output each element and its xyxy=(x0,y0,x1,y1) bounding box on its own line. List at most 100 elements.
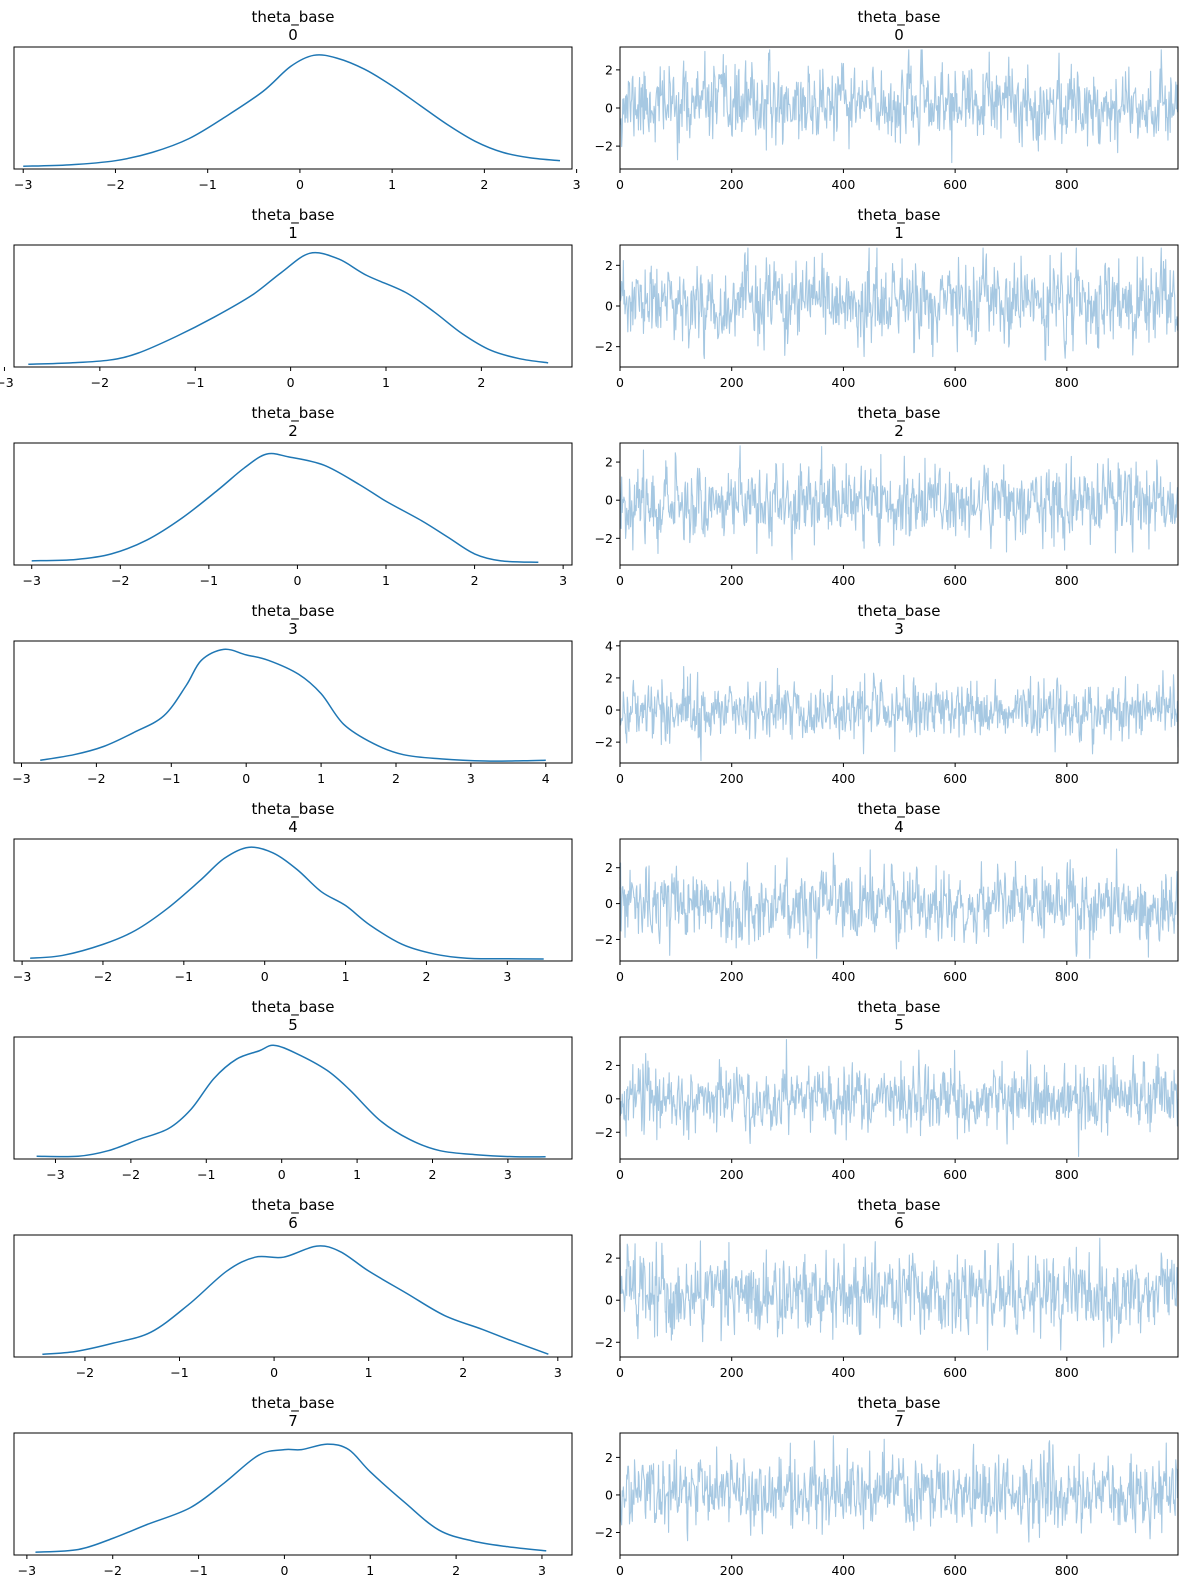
trace-xtick-label: 400 xyxy=(831,177,855,192)
trace-xtick-label: 200 xyxy=(720,573,744,588)
trace-xtick-label: 600 xyxy=(943,375,967,390)
trace-ytick-label: 2 xyxy=(605,670,613,685)
kde-xtick-label: −2 xyxy=(91,375,109,390)
trace-title-variable: theta_base xyxy=(858,206,941,225)
trace-title-index: 4 xyxy=(894,818,904,836)
kde-xtick-label: −3 xyxy=(0,375,14,390)
trace-title-variable: theta_base xyxy=(858,998,941,1017)
kde-xtick-label: 3 xyxy=(467,771,475,786)
trace-line xyxy=(619,247,1179,361)
trace-ytick-label: 2 xyxy=(605,1251,613,1266)
kde-title-index: 1 xyxy=(288,224,298,242)
kde-title-variable: theta_base xyxy=(252,800,335,819)
trace-xtick-label: 200 xyxy=(720,375,744,390)
trace-ytick-label: 0 xyxy=(605,101,613,116)
trace-line xyxy=(619,445,1179,561)
trace-ytick-label: 0 xyxy=(605,1091,613,1106)
trace-title-index: 5 xyxy=(894,1016,904,1034)
trace-xtick-label: 400 xyxy=(831,573,855,588)
trace-title-index: 1 xyxy=(894,224,904,242)
kde-xtick-label: 0 xyxy=(261,969,269,984)
trace-title-variable: theta_base xyxy=(858,404,941,423)
kde-xtick-label: 0 xyxy=(270,1365,278,1380)
trace-ytick-label: 0 xyxy=(605,1487,613,1502)
kde-title-index: 2 xyxy=(288,422,298,440)
kde-xtick-label: 0 xyxy=(287,375,295,390)
kde-xtick-label: 0 xyxy=(278,1167,286,1182)
trace-xtick-label: 600 xyxy=(943,1365,967,1380)
kde-panel: −3 −2 −1 0 1 2 3 xyxy=(13,46,581,192)
kde-xtick-label: 2 xyxy=(477,375,485,390)
kde-xtick-label: 1 xyxy=(365,1365,373,1380)
trace-xtick-label: 800 xyxy=(1055,1365,1079,1380)
kde-title-index: 3 xyxy=(288,620,298,638)
trace-ytick-label: −2 xyxy=(595,1525,613,1540)
kde-xtick-label: −1 xyxy=(197,1167,215,1182)
trace-panel: 0 200 400 600 800 −2 0 2 xyxy=(595,1432,1179,1578)
kde-axes-frame xyxy=(13,1432,573,1556)
trace-line xyxy=(619,49,1179,164)
trace-xtick-label: 600 xyxy=(943,771,967,786)
kde-xtick-label: 3 xyxy=(559,573,567,588)
trace-axes-frame xyxy=(619,640,1179,764)
kde-panel: −3 −2 −1 0 1 2 3 xyxy=(13,1432,573,1578)
trace-xtick-label: 600 xyxy=(943,969,967,984)
kde-xtick-label: 2 xyxy=(471,573,479,588)
trace-ytick-label: 2 xyxy=(605,860,613,875)
trace-xtick-label: 0 xyxy=(616,573,624,588)
kde-xtick-label: −2 xyxy=(106,177,124,192)
trace-ytick-label: −2 xyxy=(595,139,613,154)
trace-xtick-label: 600 xyxy=(943,573,967,588)
trace-title-index: 7 xyxy=(894,1412,904,1430)
kde-panel: −3 −2 −1 0 1 2 3 xyxy=(13,838,573,984)
trace-axes-frame xyxy=(619,1432,1179,1556)
kde-xtick-label: −2 xyxy=(76,1365,94,1380)
kde-xtick-label: −1 xyxy=(162,771,180,786)
trace-ytick-label: 0 xyxy=(605,299,613,314)
trace-xtick-label: 0 xyxy=(616,1365,624,1380)
trace-xtick-label: 0 xyxy=(616,1563,624,1578)
kde-line xyxy=(42,1245,549,1355)
trace-line xyxy=(619,1435,1179,1543)
kde-axes-frame xyxy=(13,1036,573,1160)
kde-axes-frame xyxy=(13,442,573,566)
trace-xtick-label: 800 xyxy=(1055,771,1079,786)
kde-xtick-label: −3 xyxy=(12,771,30,786)
trace-axes-frame xyxy=(619,1036,1179,1160)
trace-line xyxy=(619,1038,1179,1158)
trace-xtick-label: 0 xyxy=(616,177,624,192)
kde-xtick-label: −3 xyxy=(22,573,40,588)
trace-title-index: 6 xyxy=(894,1214,904,1232)
trace-xtick-label: 200 xyxy=(720,177,744,192)
trace-axes-frame xyxy=(619,1234,1179,1358)
kde-line xyxy=(23,54,561,167)
kde-xtick-label: 1 xyxy=(353,1167,361,1182)
trace-xtick-label: 800 xyxy=(1055,1167,1079,1182)
trace-title-variable: theta_base xyxy=(858,602,941,621)
kde-xtick-label: −1 xyxy=(198,177,216,192)
kde-xtick-label: 2 xyxy=(452,1563,460,1578)
trace-panel: 0 200 400 600 800 −2 0 2 xyxy=(595,838,1179,984)
kde-xtick-label: −3 xyxy=(18,1563,36,1578)
trace-xtick-label: 0 xyxy=(616,1167,624,1182)
kde-panel: −3 −2 −1 0 1 2 3 xyxy=(13,1036,573,1182)
kde-xtick-label: −2 xyxy=(87,771,105,786)
trace-title-variable: theta_base xyxy=(858,1196,941,1215)
trace-axes-frame xyxy=(619,46,1179,170)
kde-xtick-label: −1 xyxy=(170,1365,188,1380)
trace-xtick-label: 600 xyxy=(943,177,967,192)
kde-xtick-label: 2 xyxy=(480,177,488,192)
kde-xtick-label: 3 xyxy=(504,1167,512,1182)
trace-ytick-label: 4 xyxy=(605,638,613,653)
trace-panel: 0 200 400 600 800 −2 0 2 xyxy=(595,442,1179,588)
kde-xtick-label: −3 xyxy=(14,177,32,192)
trace-xtick-label: 400 xyxy=(831,375,855,390)
trace-ytick-label: −2 xyxy=(595,932,613,947)
